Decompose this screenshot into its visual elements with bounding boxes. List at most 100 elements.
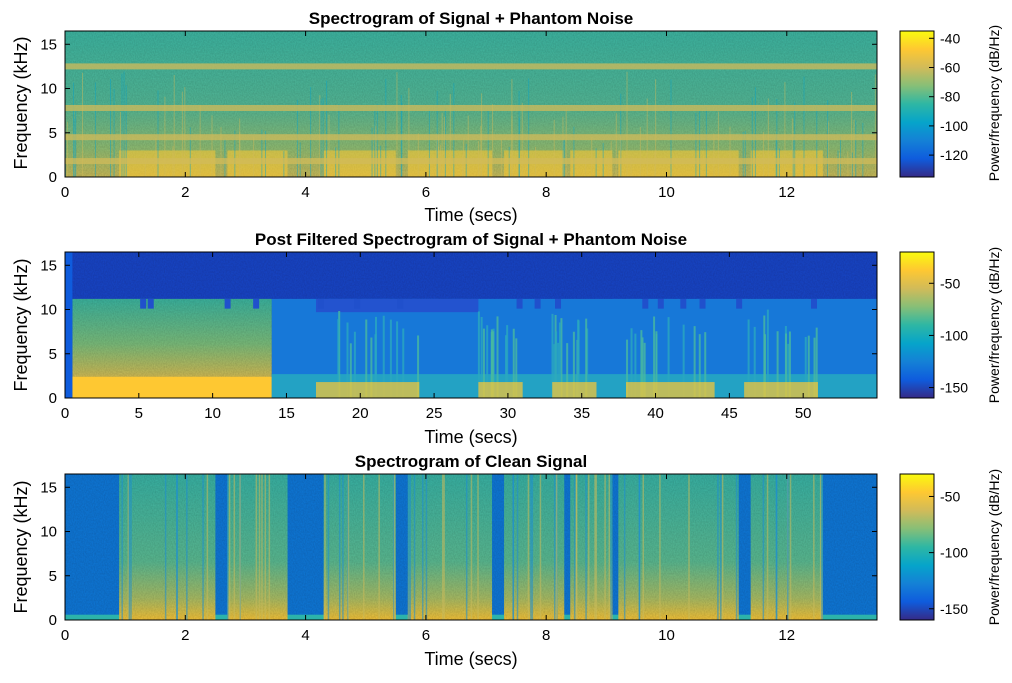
y-tick-label: 15 <box>40 36 57 53</box>
x-tick-label: 15 <box>278 405 295 422</box>
x-tick-label: 4 <box>301 184 309 201</box>
x-tick-label: 0 <box>61 405 69 422</box>
noise-band <box>65 158 877 165</box>
colorbar-tick-label: -120 <box>940 147 968 163</box>
x-tick-label: 40 <box>647 405 664 422</box>
y-tick-label: 15 <box>40 257 57 274</box>
y-axis-label: Frequency (kHz) <box>11 480 31 613</box>
speech-low-energy <box>626 382 715 398</box>
cutoff-notch <box>642 298 649 309</box>
low-freq-energy <box>72 376 272 398</box>
x-tick-label: 2 <box>181 627 189 644</box>
cutoff-notch <box>680 298 687 309</box>
colorbar: -50 -100 -150 <box>899 473 968 621</box>
cutoff-notch <box>147 298 154 309</box>
axis-ticks: 0 5 10 15 20 25 30 35 40 45 50 0 5 10 15 <box>40 251 878 422</box>
noise-band <box>65 104 877 111</box>
x-tick-label: 6 <box>422 627 430 644</box>
y-tick-label: 5 <box>49 125 57 142</box>
panel-clean-signal: Spectrogram of Clean Signal 0 2 4 6 8 10 12 0 5 1… <box>11 452 1002 669</box>
noise-band <box>65 134 877 141</box>
heatmap <box>65 474 877 620</box>
x-axis-label: Time (secs) <box>424 649 517 669</box>
speech-low-energy <box>315 382 420 398</box>
x-tick-label: 5 <box>135 405 143 422</box>
heatmap <box>65 31 877 177</box>
x-tick-label: 12 <box>778 627 795 644</box>
colorbar-tick-label: -150 <box>940 601 968 617</box>
speech-low-energy <box>552 382 597 398</box>
colorbar-tick-label: -50 <box>940 275 960 291</box>
x-tick-label: 35 <box>573 405 590 422</box>
x-tick-label: 10 <box>658 627 675 644</box>
colorbar-tick-label: -60 <box>940 60 960 76</box>
y-tick-label: 10 <box>40 302 57 319</box>
cutoff-notch <box>534 298 541 309</box>
filtered-notch <box>315 298 479 313</box>
cutoff-notch <box>810 298 817 309</box>
x-axis-label: Time (secs) <box>424 205 517 225</box>
panel-post-filtered: Post Filtered Spectrogram of Signal + Ph… <box>11 230 1002 447</box>
chart-title: Post Filtered Spectrogram of Signal + Ph… <box>255 230 687 249</box>
plot-frame <box>64 473 878 621</box>
cutoff-notch <box>699 298 706 309</box>
x-tick-label: 45 <box>721 405 738 422</box>
cutoff-notch <box>397 298 404 309</box>
y-tick-label: 5 <box>49 346 57 363</box>
colorbar: -50 -100 -150 <box>899 251 968 399</box>
x-tick-label: 8 <box>542 184 550 201</box>
speech-segment <box>407 474 493 620</box>
x-tick-label: 30 <box>500 405 517 422</box>
cutoff-notch <box>736 298 743 309</box>
x-tick-label: 50 <box>795 405 812 422</box>
x-axis-label: Time (secs) <box>424 427 517 447</box>
y-tick-label: 5 <box>49 568 57 585</box>
y-tick-label: 10 <box>40 81 57 98</box>
x-tick-label: 20 <box>352 405 369 422</box>
y-tick-label: 10 <box>40 524 57 541</box>
x-tick-label: 12 <box>778 184 795 201</box>
x-tick-label: 6 <box>422 184 430 201</box>
x-tick-label: 2 <box>181 184 189 201</box>
x-tick-label: 10 <box>204 405 221 422</box>
colorbar-tick-label: -150 <box>940 380 968 396</box>
colorbar-tick-label: -40 <box>940 30 960 46</box>
y-tick-label: 15 <box>40 479 57 496</box>
x-tick-label: 25 <box>426 405 443 422</box>
colorbar-scale <box>899 30 935 178</box>
y-axis-label: Frequency (kHz) <box>11 258 31 391</box>
noise-band <box>65 63 877 70</box>
axis-ticks: 0 2 4 6 8 10 12 0 5 10 15 <box>40 473 878 644</box>
cutoff-notch <box>224 298 231 309</box>
colorbar: -40 -60 -80 -100 -120 <box>899 30 968 178</box>
speech-segment <box>323 474 396 620</box>
x-tick-label: 0 <box>61 627 69 644</box>
colorbar-label: Power/frequency (dB/Hz) <box>986 469 1002 625</box>
panel-signal-phantom-noise: Spectrogram of Signal + Phantom Noise 0 2… <box>11 9 1002 225</box>
colorbar-tick-label: -50 <box>940 488 960 504</box>
speech-segment <box>750 474 823 620</box>
colorbar-tick-label: -100 <box>940 118 968 134</box>
colorbar-tick-label: -100 <box>940 327 968 343</box>
cutoff-notch <box>657 298 664 309</box>
cutoff-notch <box>354 298 361 309</box>
cutoff-notch <box>253 298 260 309</box>
y-tick-label: 0 <box>49 612 57 629</box>
start-strip <box>65 252 73 398</box>
chart-title: Spectrogram of Signal + Phantom Noise <box>309 9 633 28</box>
speech-segment <box>119 474 216 620</box>
cutoff-notch <box>516 298 523 309</box>
speech-segment <box>227 474 288 620</box>
y-axis-label: Frequency (kHz) <box>11 36 31 169</box>
plot-frame <box>64 251 878 399</box>
x-tick-label: 0 <box>61 184 69 201</box>
axis-ticks: 0 2 4 6 8 10 12 0 5 10 15 <box>40 30 878 201</box>
colorbar-tick-label: -80 <box>940 89 960 105</box>
x-tick-label: 4 <box>301 627 309 644</box>
speech-low-energy <box>744 382 818 398</box>
x-tick-label: 10 <box>658 184 675 201</box>
colorbar-label: Power/frequency (dB/Hz) <box>986 247 1002 403</box>
colorbar-tick-label: -100 <box>940 545 968 561</box>
cutoff-notch <box>317 298 324 309</box>
y-tick-label: 0 <box>49 169 57 186</box>
